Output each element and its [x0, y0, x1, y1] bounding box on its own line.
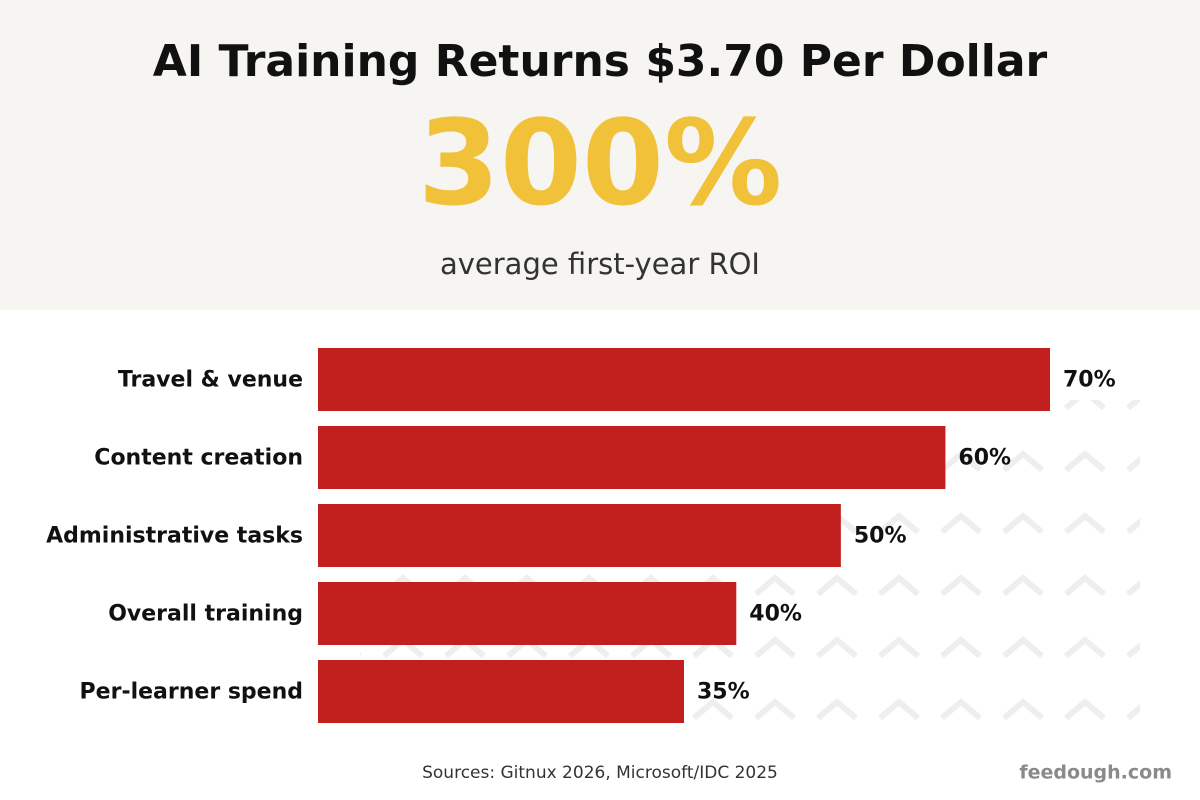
- headline-stat: 300%: [418, 94, 783, 232]
- category-label: Administrative tasks: [46, 524, 303, 549]
- bar: [318, 426, 946, 489]
- chart-title: AI Training Returns $3.70 Per Dollar: [153, 36, 1048, 87]
- bar: [318, 660, 684, 723]
- value-label: 40%: [749, 602, 802, 627]
- category-label: Travel & venue: [118, 368, 303, 393]
- bar: [318, 348, 1050, 411]
- source: Sources: Gitnux 2026, Microsoft/IDC 2025: [422, 763, 778, 783]
- subtitle: average first-year ROI: [440, 247, 760, 281]
- value-label: 70%: [1063, 368, 1116, 393]
- category-label: Overall training: [108, 602, 303, 627]
- value-label: 60%: [958, 446, 1011, 471]
- category-label: Per-learner spend: [80, 680, 303, 705]
- value-label: 35%: [697, 680, 750, 705]
- bar: [318, 582, 737, 645]
- brand: feedough.com: [1019, 762, 1172, 784]
- value-label: 50%: [854, 524, 907, 549]
- category-label: Content creation: [94, 446, 303, 471]
- bar: [318, 504, 841, 567]
- header-bg: [0, 0, 1200, 310]
